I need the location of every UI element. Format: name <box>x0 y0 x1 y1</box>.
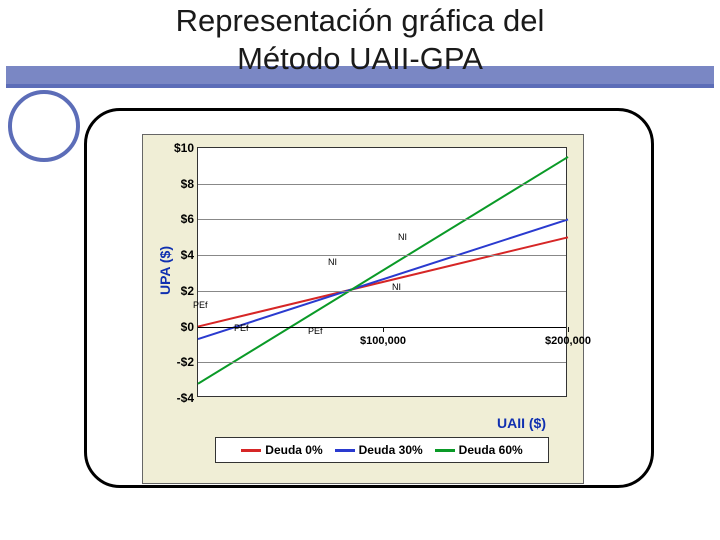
bullet-circle-icon <box>8 90 80 162</box>
title-underline <box>6 84 714 88</box>
y-tick-label: $6 <box>181 212 194 226</box>
y-tick-label: -$2 <box>177 355 194 369</box>
y-tick-label: $10 <box>174 141 194 155</box>
y-tick-label: $0 <box>181 320 194 334</box>
annotation-label: PEf <box>193 300 208 310</box>
slide-title: Representación gráfica del Método UAII-G… <box>0 2 720 78</box>
legend-label: Deuda 30% <box>359 443 423 457</box>
y-gridline <box>198 291 566 292</box>
annotation-label: NI <box>398 232 407 242</box>
annotation-label: NI <box>328 257 337 267</box>
x-tick-mark <box>383 327 384 332</box>
y-axis-title: UPA ($) <box>157 246 173 295</box>
legend-swatch <box>435 449 455 452</box>
title-line-2: Método UAII-GPA <box>237 41 483 76</box>
legend-label: Deuda 0% <box>265 443 322 457</box>
chart-container: UPA ($) -$4-$2$0$2$4$6$8$10$100,000$200,… <box>142 134 584 484</box>
legend-swatch <box>335 449 355 452</box>
x-tick-label: $100,000 <box>360 335 406 347</box>
y-tick-label: $8 <box>181 177 194 191</box>
x-tick-label: $200,000 <box>545 335 591 347</box>
y-gridline <box>198 219 566 220</box>
legend-item: Deuda 0% <box>241 443 322 457</box>
y-gridline <box>198 362 566 363</box>
x-axis-line <box>198 327 566 328</box>
legend-swatch <box>241 449 261 452</box>
y-gridline <box>198 184 566 185</box>
annotation-label: PEf <box>308 326 323 336</box>
y-tick-label: $4 <box>181 248 194 262</box>
x-axis-title: UAII ($) <box>497 415 546 431</box>
y-gridline <box>198 255 566 256</box>
plot-area: -$4-$2$0$2$4$6$8$10$100,000$200,000 <box>197 147 567 397</box>
annotation-label: PEf <box>234 323 249 333</box>
legend-label: Deuda 60% <box>459 443 523 457</box>
y-tick-label: $2 <box>181 284 194 298</box>
y-tick-label: -$4 <box>177 391 194 405</box>
legend-item: Deuda 60% <box>435 443 523 457</box>
legend-item: Deuda 30% <box>335 443 423 457</box>
series-line <box>198 237 568 326</box>
chart-svg <box>198 148 568 398</box>
annotation-label: NI <box>392 282 401 292</box>
legend: Deuda 0% Deuda 30% Deuda 60% <box>215 437 549 463</box>
x-tick-mark <box>568 327 569 332</box>
series-line <box>198 157 568 384</box>
slide: Representación gráfica del Método UAII-G… <box>0 0 720 540</box>
series-line <box>198 219 568 339</box>
title-line-1: Representación gráfica del <box>176 3 545 38</box>
